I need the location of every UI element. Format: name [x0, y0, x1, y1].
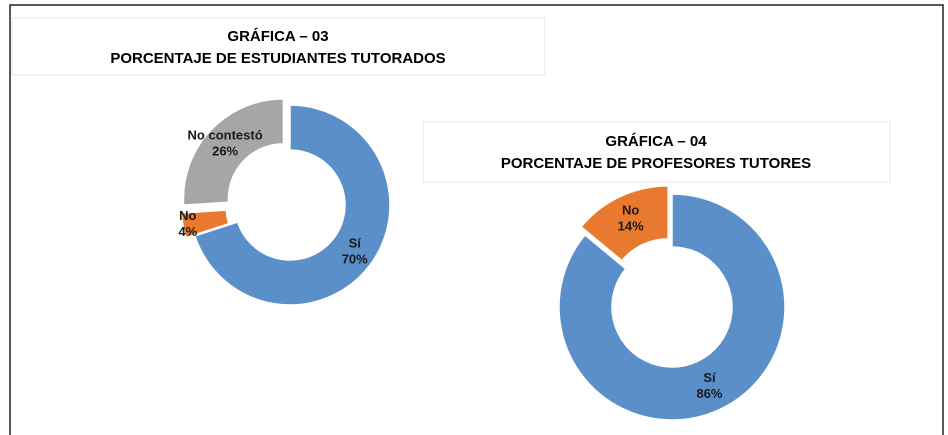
segment-label: Sí [703, 370, 716, 385]
donut-segment [182, 98, 285, 206]
value-label: 26% [212, 144, 238, 159]
frame [9, 4, 944, 435]
value-label: 4% [178, 224, 197, 239]
segment-label: No contestó [188, 128, 263, 143]
value-label: 70% [342, 251, 368, 266]
chart-subtitle: PORCENTAJE DE PROFESORES TUTORES [501, 155, 811, 172]
donut-segment [193, 104, 391, 306]
value-label: 14% [618, 219, 644, 234]
title-box [11, 17, 546, 76]
title-box [422, 121, 891, 183]
chart-subtitle: PORCENTAJE DE ESTUDIANTES TUTORADOS [110, 50, 445, 67]
chart-title: GRÁFICA – 03 [227, 28, 328, 45]
donut-segment [180, 209, 230, 239]
donut-segment [558, 193, 786, 421]
chart-title: GRÁFICA – 04 [605, 133, 707, 150]
segment-label: No [622, 203, 639, 218]
segment-label: No [179, 208, 196, 223]
segment-label: Sí [349, 235, 362, 250]
value-label: 86% [696, 386, 722, 401]
donut-segment [580, 185, 669, 262]
